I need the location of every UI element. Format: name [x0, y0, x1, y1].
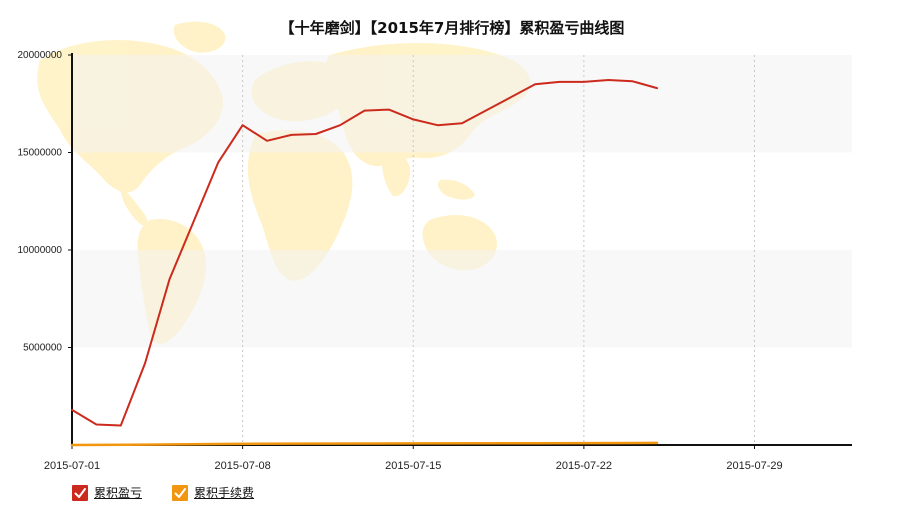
legend-item-cumulative-pnl[interactable]: 累积盈亏	[72, 484, 142, 501]
series-lines	[70, 79, 659, 447]
y-tick-label: 5000000	[23, 343, 62, 354]
y-tick-label: 20000000	[18, 50, 63, 61]
series-line-cumulative-fee	[70, 441, 659, 447]
y-tick-label: 10000000	[18, 245, 63, 256]
plot-band	[72, 55, 852, 153]
series-line-cumulative-pnl	[71, 79, 658, 427]
legend-label-cumulative-fee: 累积手续费	[194, 486, 255, 500]
x-axis-ticks: 2015-07-01 2015-07-08 2015-07-15 2015-07-22…	[44, 445, 783, 472]
y-axis-ticks: 5000000 10000000 15000000 20000000	[18, 50, 72, 354]
y-tick-label: 15000000	[18, 148, 63, 159]
legend-label-cumulative-pnl: 累积盈亏	[94, 486, 143, 500]
x-tick-label: 2015-07-22	[556, 460, 612, 472]
chart-title: 【十年磨剑】【2015年7月排行榜】累积盈亏曲线图	[280, 19, 625, 37]
x-tick-label: 2015-07-15	[385, 460, 441, 472]
x-tick-label: 2015-07-29	[726, 460, 782, 472]
checkbox-checked-icon[interactable]	[72, 484, 88, 501]
legend: 累积盈亏 累积手续费	[72, 484, 254, 501]
x-tick-label: 2015-07-08	[214, 460, 270, 472]
plot-bands	[72, 55, 852, 348]
plot-band	[72, 250, 852, 348]
legend-item-cumulative-fee[interactable]: 累积手续费	[172, 484, 254, 501]
checkbox-checked-icon[interactable]	[172, 484, 189, 501]
x-tick-label: 2015-07-01	[44, 460, 100, 472]
